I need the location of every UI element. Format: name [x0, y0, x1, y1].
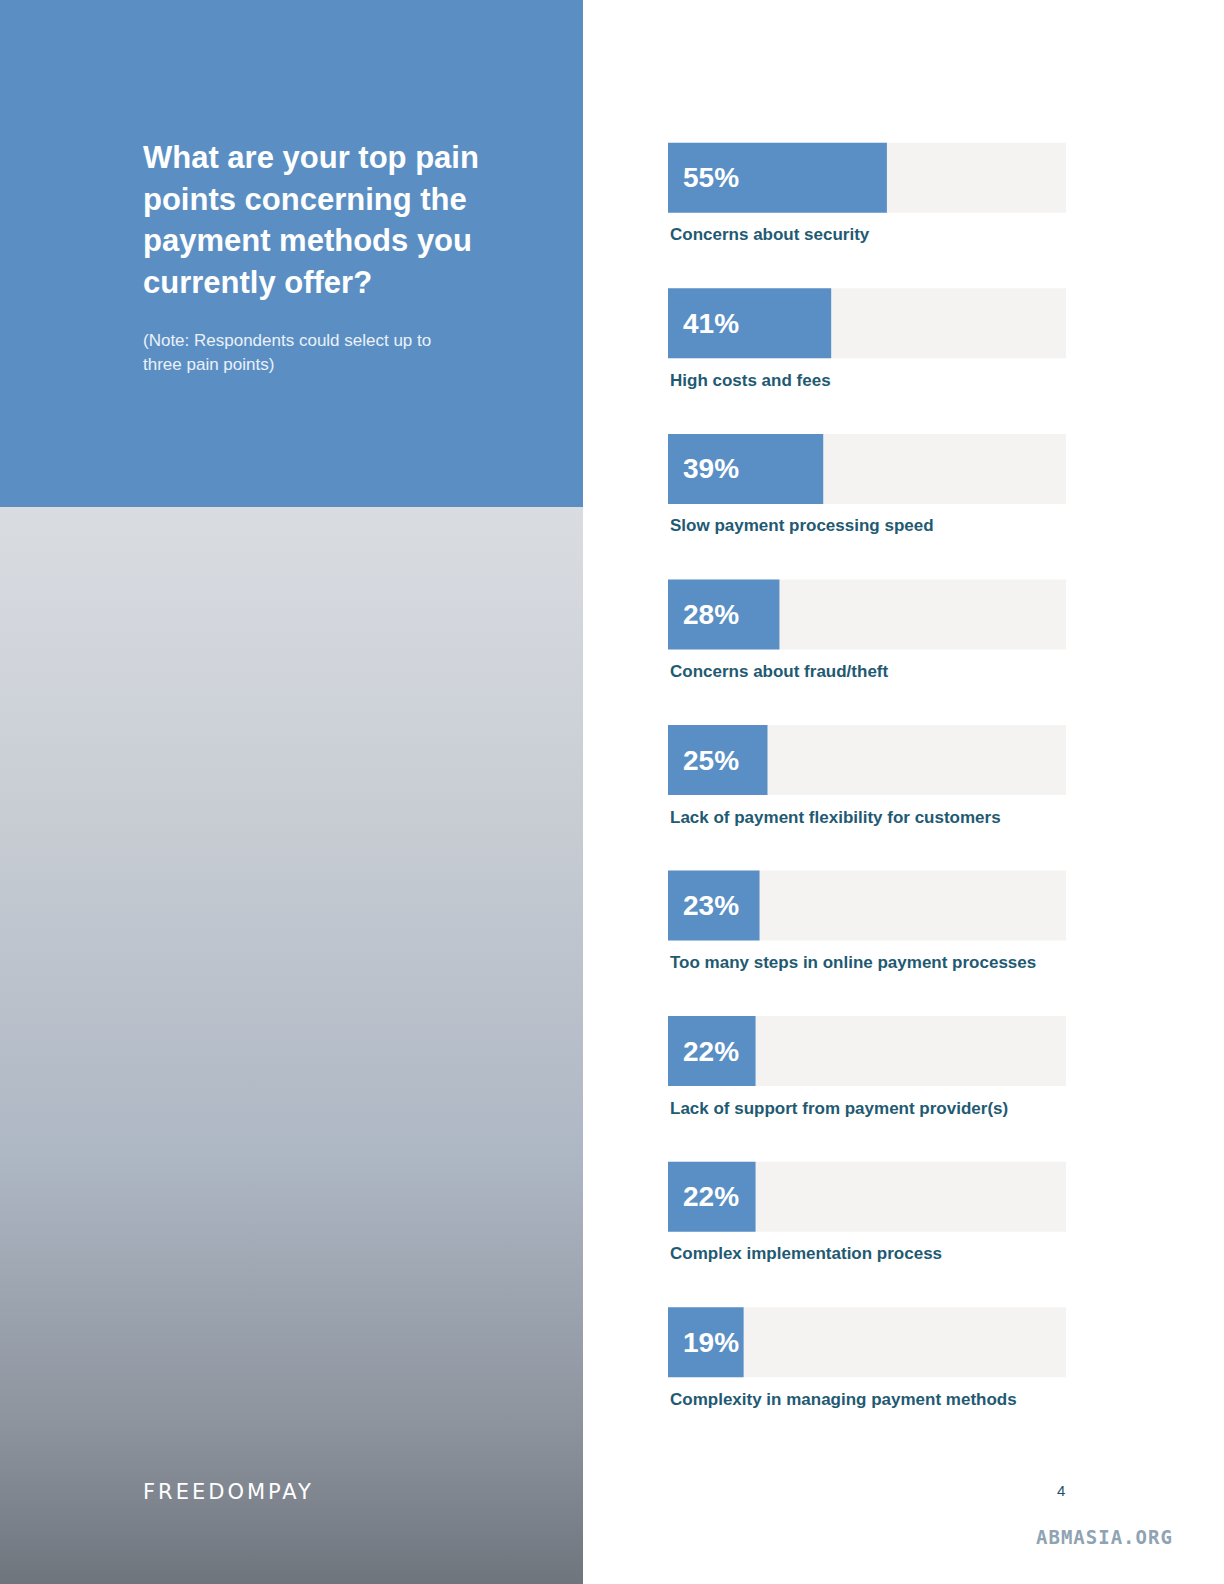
svg-text:25%: 25%: [683, 745, 739, 776]
html-text:FREEDOMPAY: FREEDOMPAY: [143, 1480, 314, 1504]
svg-text:Too many steps in online payme: Too many steps in online payment process…: [670, 953, 1036, 972]
svg-text:Slow payment processing speed: Slow payment processing speed: [670, 516, 934, 535]
svg-text:22%: 22%: [683, 1181, 739, 1212]
svg-text:41%: 41%: [683, 308, 739, 339]
html-text:(Note: Respondents could selec: (Note: Respondents could select up to th…: [143, 331, 432, 374]
svg-text:Complex implementation process: Complex implementation process: [670, 1244, 942, 1263]
svg-text:High costs and fees: High costs and fees: [670, 371, 831, 390]
svg-text:Complexity in managing payment: Complexity in managing payment methods: [670, 1390, 1017, 1409]
svg-text:39%: 39%: [683, 453, 739, 484]
svg-text:23%: 23%: [683, 890, 739, 921]
svg-text:Concerns about fraud/theft: Concerns about fraud/theft: [670, 662, 889, 681]
svg-text:Lack of support from payment p: Lack of support from payment provider(s): [670, 1099, 1008, 1118]
svg-text:28%: 28%: [683, 599, 739, 630]
svg-text:19%: 19%: [683, 1327, 739, 1358]
svg-text:22%: 22%: [683, 1036, 739, 1067]
svg-text:Concerns about security: Concerns about security: [670, 225, 870, 244]
html-text:What are your top pain points: What are your top pain points concerning…: [143, 140, 479, 300]
svg-text:55%: 55%: [683, 162, 739, 193]
html-text:4: 4: [1057, 1482, 1066, 1499]
svg-text:Lack of payment flexibility fo: Lack of payment flexibility for customer…: [670, 808, 1001, 827]
html-text:ABMASIA.ORG: ABMASIA.ORG: [1036, 1526, 1173, 1548]
